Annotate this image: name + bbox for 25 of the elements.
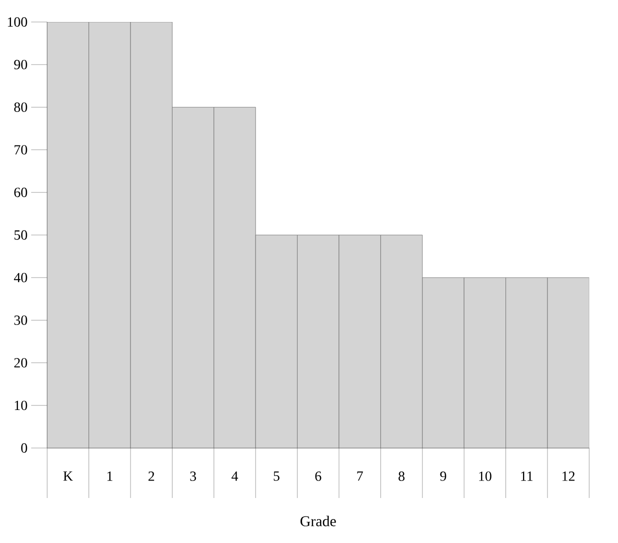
x-tick-label: 9 xyxy=(440,472,446,481)
x-tick-label: 6 xyxy=(315,472,322,481)
y-tick-label: 50 xyxy=(14,230,28,240)
y-tick-label: 20 xyxy=(14,358,28,368)
x-tick-label: 5 xyxy=(274,472,280,481)
y-tick-label: 0 xyxy=(21,443,28,453)
y-tick-label: 30 xyxy=(14,315,28,325)
x-tick-label: 7 xyxy=(357,472,363,481)
x-tick-label: 2 xyxy=(148,472,154,481)
x-tick-label: 10 xyxy=(479,472,492,481)
y-tick-label: 100 xyxy=(8,17,28,27)
x-tick-label: K xyxy=(63,472,73,481)
x-tick-label: 4 xyxy=(232,472,238,481)
x-tick-label: 8 xyxy=(398,472,404,481)
x-tick-label: 12 xyxy=(562,472,575,481)
y-tick-label: 10 xyxy=(14,400,28,410)
y-tick-label: 60 xyxy=(14,188,28,198)
y-tick-label: 70 xyxy=(14,145,28,155)
y-tick-label: 40 xyxy=(14,272,28,282)
x-tick-label: 3 xyxy=(190,472,196,481)
x-tick-label: 1 xyxy=(107,472,112,481)
y-tick-label: 90 xyxy=(14,60,28,70)
x-axis-title: Grade xyxy=(300,516,336,526)
y-tick-label: 80 xyxy=(14,102,28,112)
x-tick-label: 11 xyxy=(521,472,533,481)
